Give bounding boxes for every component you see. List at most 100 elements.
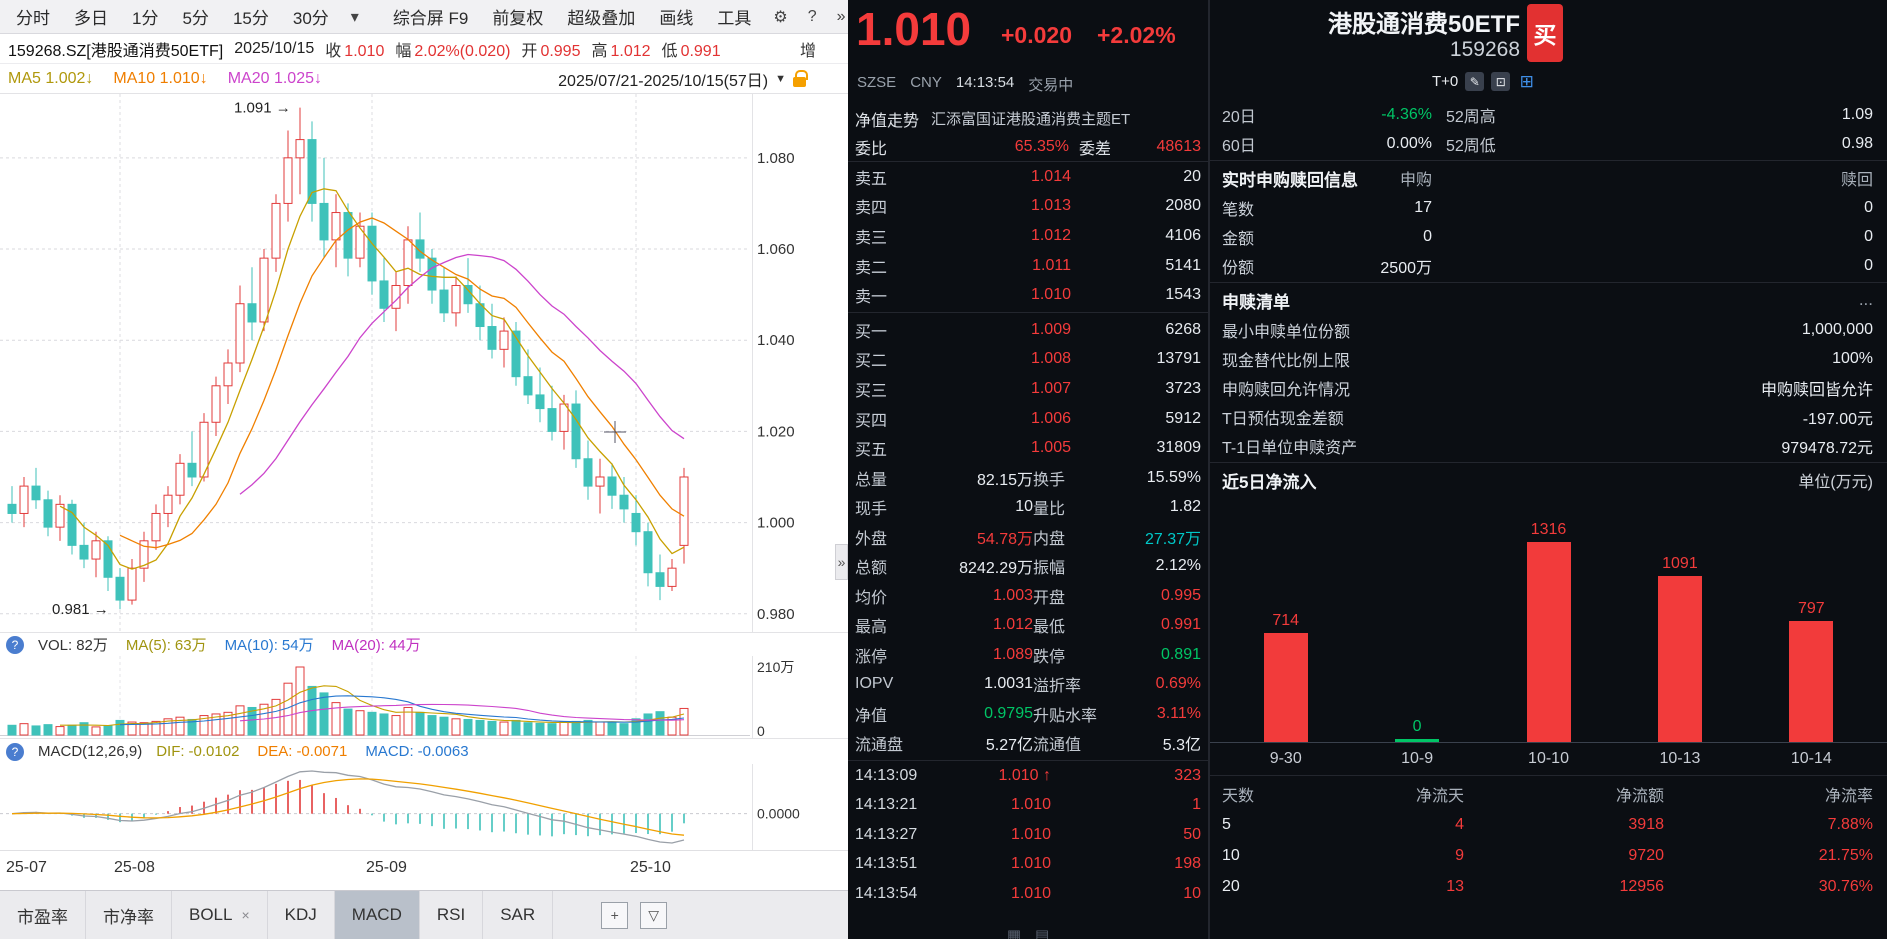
quote-panel: 1.010 +0.020 +2.02% SZSE CNY 14:13:54 交易… [848,0,1208,939]
stat-label: 外盘 [855,530,888,548]
tick-price: 1.010 [1010,796,1051,814]
grid-add-icon[interactable]: ⊞ [1519,71,1534,91]
period-tab-multiday[interactable]: 多日 [74,9,108,28]
ask-row-5[interactable]: 卖五 1.014 20 [848,162,1208,192]
period-performance-rows: 20日 -4.36% 52周高 1.09 60日 0.00% 52周低 0.98 [1210,100,1887,158]
tick-price: 1.010 [1010,855,1051,873]
macd-help-icon[interactable]: ? [6,742,24,761]
tab-pe-ratio[interactable]: 市盈率 [0,891,86,939]
level-price: 1.008 [1030,350,1071,368]
ask-row-3[interactable]: 卖三 1.012 4106 [848,221,1208,251]
nav-trend-row[interactable]: 净值走势 汇添富国证港股通消费主题ET [848,104,1208,133]
order-book: 卖五 1.014 20 卖四 1.013 2080 卖三 1.012 4106 卖二 1.011 51… [848,162,1208,463]
ask-row-2[interactable]: 卖二 1.011 5141 [848,251,1208,281]
table-cell: 10 [1222,846,1240,864]
bid-row-5[interactable]: 买五 1.005 31809 [848,433,1208,463]
vol-help-icon[interactable]: ? [6,635,24,654]
volume-chart[interactable]: 210万 0 [0,656,848,738]
help-icon[interactable]: ? [807,7,817,25]
bid-row-2[interactable]: 买二 1.008 13791 [848,345,1208,375]
menu-tools[interactable]: 工具 [717,9,752,28]
x-axis-label: 25-10 [630,859,671,876]
screenshot-icon[interactable]: ⊡ [1491,72,1511,91]
stat-label: 量比 [1033,501,1066,519]
date-range-dropdown-icon[interactable]: ▼ [775,72,786,85]
redeem-column-header: 赎回 [1840,172,1873,189]
ask-row-1[interactable]: 卖一 1.010 1543 [848,280,1208,310]
stat-value: 1.012 [992,616,1033,634]
stat-value: 0.995 [1160,586,1201,604]
bid-row-1[interactable]: 买一 1.009 6268 [848,315,1208,345]
period-tab-15min[interactable]: 15分 [232,9,269,28]
indicator-dropdown-button[interactable]: ▽ [640,901,668,929]
row-label: 笔数 [1222,201,1255,219]
tab-boll[interactable]: BOLL × [172,891,268,939]
macd-chart[interactable]: 0.0000 [0,764,848,850]
layout-grid-icon[interactable]: ▦ [1006,927,1021,939]
buy-button[interactable]: 买 [1527,4,1563,62]
flow-bar [1395,739,1440,742]
row-label: 金额 [1222,230,1255,248]
dea-value: DEA: -0.0071 [257,743,348,760]
level-label: 买五 [855,442,888,460]
x-axis-label: 25-07 [6,859,47,876]
tab-kdj[interactable]: KDJ [268,891,335,939]
ma20-legend: MA20 1.025↓ [227,69,322,87]
tick-list: 14:13:09 1.010 ↑ 323 14:13:21 1.010 1 14:13:27… [848,759,1208,909]
stat-value: 54.78万 [976,530,1033,548]
x-axis-label: 25-08 [114,859,155,876]
row-value: 申购赎回皆允许 [1760,381,1873,399]
edit-pencil-icon[interactable]: ✎ [1465,72,1485,91]
tab-rsi[interactable]: RSI [420,891,484,939]
add-indicator-button[interactable]: + [601,901,629,929]
collapse-panel-handle[interactable]: » [835,544,848,580]
stat-value: 0.9795 [984,704,1033,722]
flow-bar-value: 797 [1797,600,1825,617]
level-label: 买四 [855,412,888,430]
bid-row-4[interactable]: 买四 1.006 5912 [848,404,1208,434]
subscribe-value: 2500万 [1380,259,1432,277]
period-tab-intraday[interactable]: 分时 [16,9,50,28]
tab-sar[interactable]: SAR [483,891,554,939]
flow-bar-slot: 0 [1351,495,1482,742]
stat-label: 涨停 [855,648,888,666]
level-label: 买三 [855,382,888,400]
lock-icon[interactable] [793,69,808,87]
date-range-label[interactable]: 2025/07/21-2025/10/15(57日) [558,72,769,90]
stat-label: 内盘 [1033,530,1066,548]
stat-value: 8242.29万 [959,560,1033,578]
stat-label: 总额 [855,560,888,578]
menu-super-overlay[interactable]: 超级叠加 [567,9,636,28]
table-cell: 21.75% [1818,846,1873,864]
flow-bar-slot: 797 [1746,495,1877,742]
flow-x-labels: 9-30 10-9 10-10 10-13 10-14 [1210,743,1887,773]
ask-row-4[interactable]: 卖四 1.013 2080 [848,192,1208,222]
menu-draw-line[interactable]: 画线 [659,9,694,28]
menu-forward-adjust[interactable]: 前复权 [492,9,544,28]
more-ellipsis-icon[interactable]: ... [1858,290,1873,309]
toolbar-more-icon[interactable]: » [836,7,846,25]
layout-grid-icon[interactable]: ▤ [1035,927,1050,939]
period-tab-1min[interactable]: 1分 [132,9,159,28]
period-tab-5min[interactable]: 5分 [182,9,209,28]
range-label: 52周低 [1446,137,1496,155]
macd-title: MACD(12,26,9) [38,743,143,760]
period-tab-30min[interactable]: 30分 [292,9,329,28]
kline-chart[interactable]: 1.080 1.060 1.040 1.020 1.000 0.980 1.091 → 0.9… [0,94,848,632]
tab-pb-ratio[interactable]: 市净率 [86,891,172,939]
bid-row-3[interactable]: 买三 1.007 3723 [848,374,1208,404]
kline-style-dropdown-icon[interactable]: ▾ [350,8,359,26]
x-axis: 25-07 25-08 25-09 25-10 [0,850,848,890]
row-value: 100% [1832,349,1873,367]
stat-value: 1.003 [992,586,1033,604]
tab-macd[interactable]: MACD [334,891,420,939]
level-volume: 1543 [1165,286,1201,304]
tab-label: SAR [500,905,536,924]
row-label: T-1日单位申赎资产 [1222,439,1358,457]
menu-composite-screen[interactable]: 综合屏 F9 [392,9,469,28]
flow-bar-value: 714 [1272,612,1300,629]
settings-gear-icon[interactable]: ⚙ [773,8,788,26]
table-cell: 9720 [1628,846,1664,864]
macd-value: MACD: -0.0063 [365,743,469,760]
close-tab-icon[interactable]: × [241,907,250,923]
